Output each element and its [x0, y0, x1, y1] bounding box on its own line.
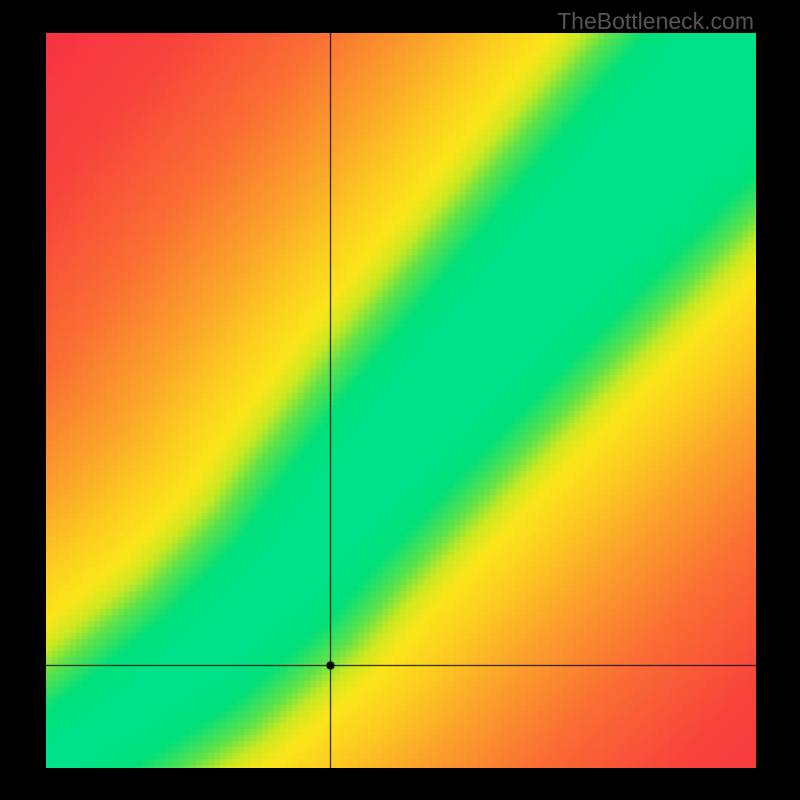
heatmap-plot	[46, 33, 756, 768]
chart-container: TheBottleneck.com	[0, 0, 800, 800]
watermark-text: TheBottleneck.com	[557, 8, 754, 35]
